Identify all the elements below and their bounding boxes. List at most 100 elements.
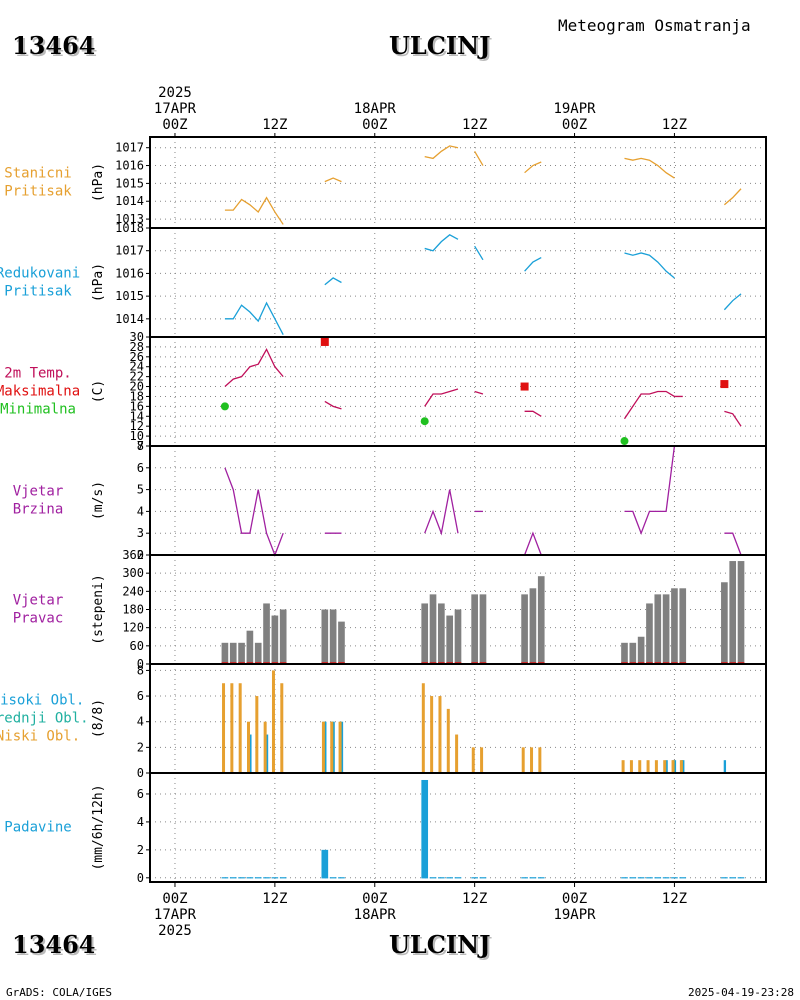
panel-label: Maksimalna: [0, 384, 80, 400]
series-line: [523, 531, 542, 556]
min-temp-marker: [620, 437, 629, 446]
series-line: [424, 145, 459, 160]
y-tick-label: 8: [137, 439, 144, 453]
bar: [246, 630, 254, 664]
bar: [479, 594, 487, 664]
bar: [329, 609, 337, 664]
y-tick-label: 1017: [115, 141, 144, 155]
cloud-bar: [421, 683, 425, 773]
bar: [721, 582, 728, 664]
series-line: [324, 277, 342, 286]
panel-label: Visoki Obl.: [0, 693, 84, 709]
time-label-top: 19APR: [553, 101, 596, 117]
station-name-bottom: ULCINJ: [389, 930, 490, 959]
bar: [471, 594, 478, 664]
station-id-shadow: 13464: [14, 33, 98, 62]
cloud-bar: [682, 760, 685, 773]
panel-frame: [149, 336, 767, 447]
time-label-top: 00Z: [162, 117, 187, 133]
footer-left: GrADS: COLA/IGES: [6, 986, 112, 999]
y-tick-label: 1016: [115, 266, 144, 280]
cloud-bar: [332, 721, 335, 773]
cloud-bar: [629, 760, 633, 773]
cloud-bar: [663, 760, 667, 773]
time-label-top: 00Z: [562, 117, 587, 133]
series-line: [723, 293, 742, 311]
y-tick-label: 4: [137, 815, 144, 829]
bar: [621, 642, 628, 664]
cloud-bar: [247, 721, 251, 773]
series-line: [224, 301, 284, 336]
y-tick-label: 1015: [115, 289, 144, 303]
y-tick-label: 6: [137, 787, 144, 801]
bar: [679, 588, 687, 664]
bar: [279, 609, 287, 664]
series-line: [424, 489, 459, 536]
y-tick-label: 0: [137, 766, 144, 780]
bar: [254, 642, 262, 664]
cloud-bar: [679, 760, 683, 773]
cloud-bar: [446, 708, 450, 773]
y-tick-label: 4: [137, 715, 144, 729]
cloud-bar: [330, 721, 334, 773]
y-tick-label: 2: [137, 548, 144, 562]
series-line: [224, 467, 284, 557]
time-label-bottom: 12Z: [462, 891, 487, 907]
y-tick-label: 1016: [115, 159, 144, 173]
subtitle: Meteogram Osmatranja: [558, 16, 751, 35]
series-line: [524, 256, 542, 272]
panel-vjetar-brzina: 2 3 4 5 6 7 (m/s) Vjetar Brzina: [13, 439, 767, 562]
panel-label: Brzina: [13, 502, 64, 518]
panel-label: Srednji Obl.: [0, 711, 89, 727]
station-name-shadow: ULCINJ: [391, 33, 492, 62]
min-temp-marker: [420, 417, 429, 426]
y-axis-label: (m/s): [91, 481, 106, 520]
cloud-bar: [263, 721, 267, 773]
cloud-bar: [340, 721, 344, 773]
bar: [438, 603, 445, 664]
y-tick-label: 7: [137, 439, 144, 453]
y-tick-label: 12: [130, 419, 144, 433]
cloud-bar: [480, 747, 484, 773]
cloud-bar: [621, 760, 625, 773]
bar: [671, 588, 678, 664]
panel-label: Redukovani: [0, 266, 80, 282]
station-id-bottom-shadow: 13464: [14, 932, 98, 961]
cloud-bar: [430, 696, 434, 773]
panel-label: Vjetar: [13, 593, 64, 609]
time-label-top: 2025: [158, 85, 192, 101]
panel-frame: [149, 136, 767, 229]
cloud-bar: [255, 696, 259, 773]
y-tick-label: 16: [130, 399, 144, 413]
y-tick-label: 30: [130, 330, 144, 344]
bar: [737, 561, 745, 664]
cloud-bar: [238, 683, 242, 773]
y-axis-label: (hPa): [91, 263, 106, 302]
bar: [271, 615, 279, 664]
y-tick-label: 6: [137, 461, 144, 475]
cloud-bar: [638, 760, 642, 773]
time-label-bottom: 00Z: [162, 891, 187, 907]
time-label-top: 17APR: [154, 101, 197, 117]
y-tick-label: 1015: [115, 176, 144, 190]
series-line: [724, 410, 742, 427]
y-tick-label: 2: [137, 843, 144, 857]
cloud-bar: [646, 760, 650, 773]
y-tick-label: 1014: [115, 194, 144, 208]
bar: [321, 849, 329, 878]
time-label-top: 00Z: [362, 117, 387, 133]
bar: [221, 642, 229, 664]
y-tick-label: 0: [137, 871, 144, 885]
bar: [421, 603, 429, 664]
panel-frame: [149, 445, 767, 556]
y-tick-label: 24: [130, 360, 144, 374]
cloud-bar: [538, 747, 542, 773]
bar: [521, 594, 528, 664]
y-axis-label: (C): [91, 380, 106, 403]
cloud-bar: [671, 760, 675, 773]
series-line: [224, 347, 284, 388]
series-line: [424, 388, 459, 407]
min-temp-marker: [220, 402, 229, 411]
